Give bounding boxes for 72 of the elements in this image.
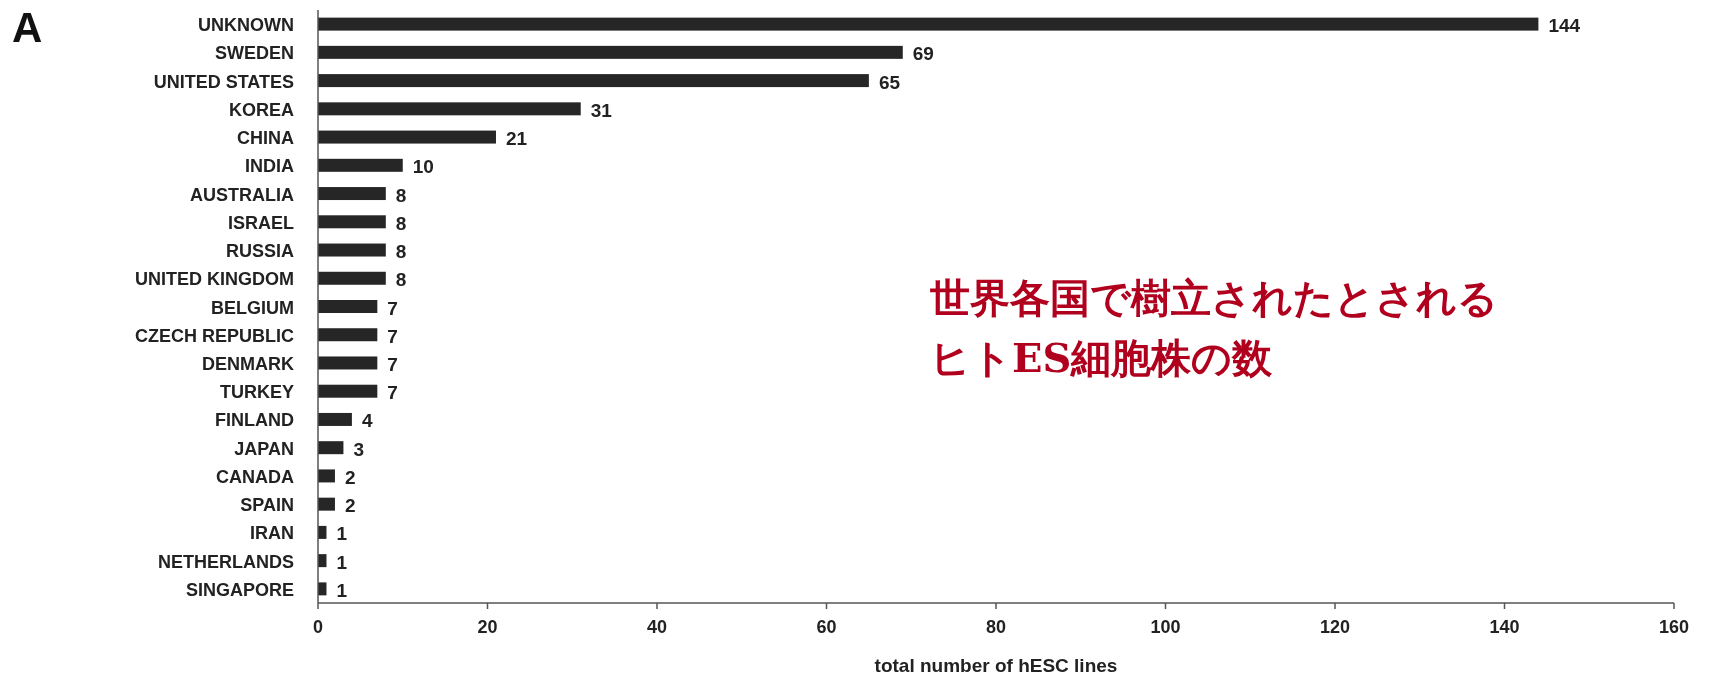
bar	[318, 328, 378, 342]
y-tick-label: UNKNOWN	[198, 15, 294, 36]
data-label: 65	[878, 71, 901, 93]
bar	[318, 384, 378, 398]
data-label: 8	[395, 212, 407, 234]
bar	[318, 45, 903, 59]
bar	[318, 158, 403, 172]
y-tick-label: NETHERLANDS	[157, 551, 294, 572]
bar	[318, 412, 352, 426]
y-tick-label: FINLAND	[215, 410, 294, 431]
y-tick-label: RUSSIA	[225, 241, 294, 262]
bar	[318, 187, 386, 201]
bar	[318, 74, 869, 88]
data-label: 8	[395, 241, 407, 263]
y-tick-label: SPAIN	[240, 495, 294, 516]
y-tick-label: IRAN	[250, 523, 294, 544]
bar	[318, 497, 335, 511]
x-tick-label: 160	[1658, 617, 1690, 637]
x-tick-label: 20	[477, 617, 498, 637]
y-tick-label: BELGIUM	[211, 297, 294, 318]
bar	[318, 215, 386, 229]
bar	[318, 356, 378, 370]
data-label: 4	[361, 410, 373, 432]
y-tick-label: ISRAEL	[227, 212, 294, 233]
x-tick-label: 80	[985, 617, 1007, 637]
y-tick-label: KOREA	[228, 99, 294, 120]
data-label: 31	[590, 99, 613, 121]
bar	[318, 441, 344, 455]
data-label: 2	[344, 495, 356, 517]
y-tick-label: JAPAN	[234, 438, 294, 459]
y-tick-label: SINGAPORE	[185, 579, 294, 600]
annotation: 世界各国で樹立されたとされるヒトES細胞株の数	[930, 273, 1499, 383]
y-tick-label: INDIA	[245, 156, 294, 177]
x-tick-label: 0	[312, 617, 324, 637]
y-tick-label: UNITED KINGDOM	[135, 269, 294, 290]
y-tick-label: AUSTRALIA	[190, 184, 294, 205]
data-label: 69	[912, 43, 934, 65]
x-tick-label: 60	[816, 617, 837, 637]
x-tick-label: 100	[1150, 617, 1181, 637]
bar	[318, 469, 335, 483]
bar	[318, 17, 1539, 31]
data-label: 7	[387, 353, 398, 375]
y-tick-label: CANADA	[216, 466, 294, 487]
x-tick-label: 140	[1489, 617, 1520, 637]
bar	[318, 243, 386, 257]
data-label: 21	[505, 128, 528, 150]
data-label: 7	[387, 382, 398, 404]
y-tick-label: DENMARK	[202, 353, 294, 374]
text: A	[12, 4, 43, 51]
bar	[318, 102, 581, 116]
bar	[318, 271, 386, 285]
data-label: 7	[387, 325, 398, 347]
y-tick-label: SWEDEN	[214, 43, 294, 64]
y-tick-label: CZECH REPUBLIC	[134, 325, 294, 346]
y-tick-label: TURKEY	[219, 382, 294, 403]
bar	[318, 300, 378, 313]
data-label: 144	[1548, 15, 1581, 37]
bar	[318, 130, 496, 144]
y-tick-label: UNITED STATES	[153, 71, 294, 92]
data-label: 1	[336, 551, 348, 573]
data-label: 2	[344, 466, 356, 488]
data-label: 10	[412, 156, 434, 178]
data-label: 3	[353, 438, 364, 460]
data-label: 1	[336, 523, 348, 545]
x-tick-label: 40	[646, 617, 668, 637]
data-label: 1	[336, 579, 348, 601]
data-label: 8	[395, 269, 407, 291]
data-label: 8	[395, 184, 407, 206]
x-tick-label: 120	[1319, 617, 1351, 637]
x-axis-title: total number of hESC lines	[874, 655, 1118, 676]
data-label: 7	[387, 297, 398, 319]
y-tick-label: CHINA	[237, 128, 294, 149]
